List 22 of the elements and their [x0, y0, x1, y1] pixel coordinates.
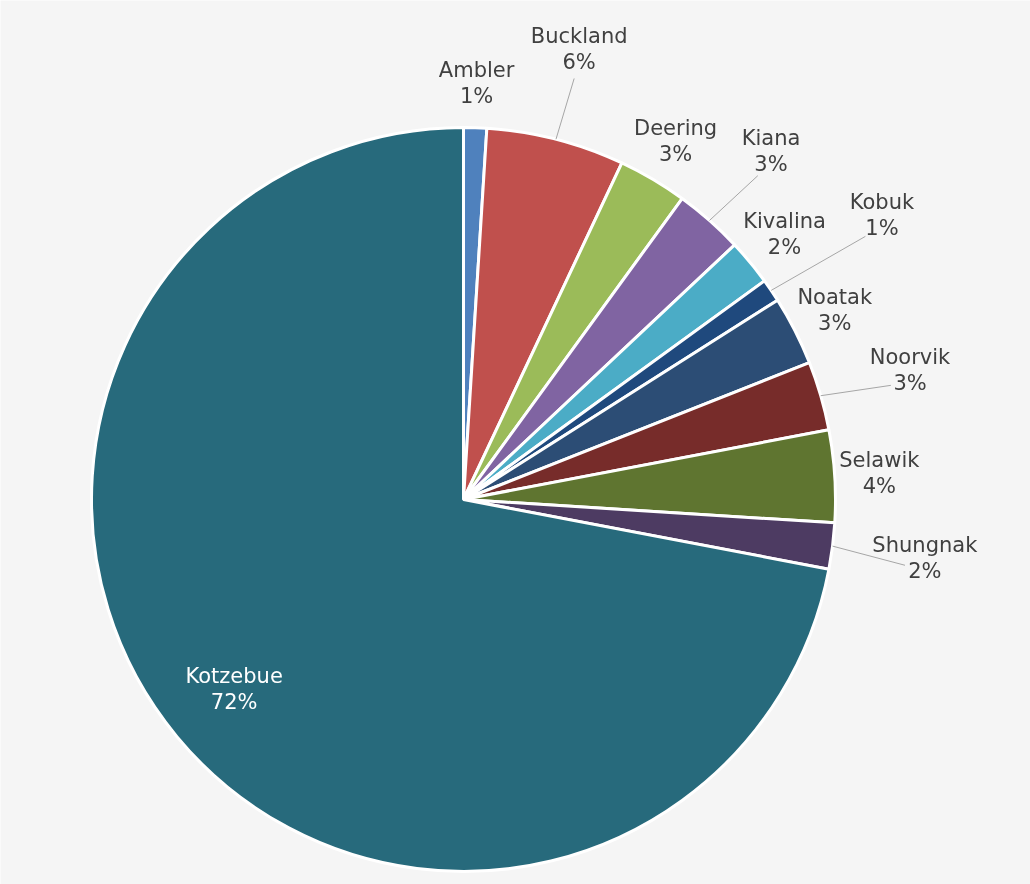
data-label: 3% [818, 311, 852, 336]
data-label: 2% [908, 558, 942, 583]
slice-label: Noorvik [869, 344, 952, 369]
slice-label: Selawik [839, 448, 921, 473]
data-label: 4% [862, 474, 896, 499]
data-label: 1% [865, 216, 899, 241]
slice-label: Kivalina [743, 208, 826, 233]
data-label: 3% [893, 370, 927, 395]
slice-label: Kiana [741, 125, 801, 150]
slice-label: Kobuk [849, 190, 915, 215]
data-label: 6% [562, 50, 596, 75]
slice-label: Noatak [797, 285, 873, 310]
slice-label: Deering [634, 115, 718, 140]
slice-label: Shungnak [872, 532, 979, 557]
slice-label: Ambler [438, 58, 515, 83]
data-label: 2% [767, 234, 802, 259]
slice-label: Buckland [530, 24, 628, 49]
slice-label: Kotzebue [185, 664, 283, 689]
data-label: 72% [210, 690, 258, 715]
data-label: 1% [459, 84, 494, 109]
data-label: 3% [754, 151, 788, 176]
data-label: 3% [658, 141, 693, 166]
